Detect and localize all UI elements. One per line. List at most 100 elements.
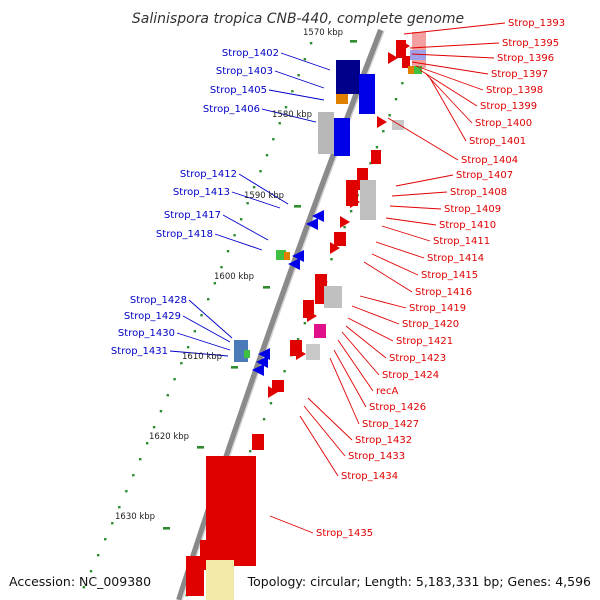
gene-label-strop-1406: Strop_1406 [203,104,260,115]
forward-leader-line [345,325,387,359]
scale-label-1590: 1590 kbp [244,191,284,201]
reverse-gene [334,118,350,156]
reverse-leader-line [261,108,317,123]
tick-mark-outer [388,114,391,117]
gene-label-reca: recA [376,386,399,397]
gene-label-strop-1421: Strop_1421 [396,336,453,347]
gene-label-strop-1411: Strop_1411 [433,236,490,247]
gene-label-strop-1431: Strop_1431 [111,346,168,357]
forward-leader-line [363,261,413,293]
reverse-leader-line [182,315,231,343]
forward-feature-cream [206,560,234,600]
genome-backbone [176,28,384,600]
gene-label-strop-1398: Strop_1398 [486,85,543,96]
gene-label-strop-1427: Strop_1427 [362,419,419,430]
forward-gene [272,380,284,392]
reverse-feature-green [244,350,250,358]
tick-mark-inner [111,522,114,525]
tick-mark-inner [239,218,243,221]
gene-label-strop-1393: Strop_1393 [508,18,565,29]
gene-label-strop-1426: Strop_1426 [369,402,426,413]
forward-gene [334,232,346,246]
scale-labels: 1570 kbp 1580 kbp 1590 kbp 1600 kbp 1610… [115,28,343,522]
tick-mark-outer [330,258,333,261]
major-tick [197,446,204,449]
forward-gene-arrow [340,216,350,228]
forward-leader-line [341,331,380,376]
tick-mark-inner [166,394,169,397]
gene-label-strop-1415: Strop_1415 [421,270,478,281]
forward-leader-line [351,305,400,325]
forward-gene [402,56,410,68]
tick-mark-inner [173,378,176,381]
forward-leader-line [303,405,346,457]
gene-label-strop-1423: Strop_1423 [389,353,446,364]
tick-mark-inner [125,490,128,493]
accession-text: Accession: NC_009380 [9,574,151,589]
tick-mark-inner [200,314,203,317]
forward-leader-line [381,225,431,242]
reverse-leader-line [222,214,269,241]
reverse-feature-orange [336,94,348,104]
reverse-gene-arrow [312,210,324,222]
forward-leader-line [389,205,442,210]
scale-label-1580: 1580 kbp [272,110,312,120]
forward-leader-line [425,73,473,124]
tick-mark-outer [369,162,372,165]
scale-label-1610: 1610 kbp [182,352,222,362]
tick-mark-outer [382,130,385,133]
tick-mark-inner [220,266,223,269]
reverse-leader-line [274,70,325,89]
forward-gene [371,150,381,164]
major-tick [263,286,270,289]
tick-mark-inner [233,234,236,237]
gene-features [186,32,426,600]
reverse-leader-line [231,191,281,209]
forward-leader-line [395,174,454,187]
tick-mark-outer [262,418,266,421]
tick-mark-inner [186,346,190,349]
gene-label-strop-1420: Strop_1420 [402,319,459,330]
forward-leader-line [429,77,467,142]
tick-mark-outer [303,322,307,325]
gene-label-strop-1433: Strop_1433 [348,451,405,462]
gene-label-strop-1424: Strop_1424 [382,370,439,381]
tick-mark-inner [89,570,93,573]
gene-label-strop-1405: Strop_1405 [210,85,267,96]
gene-label-strop-1396: Strop_1396 [497,53,554,64]
forward-gene [186,556,204,596]
gene-label-strop-1419: Strop_1419 [409,303,466,314]
forward-feature-magenta [314,324,326,338]
forward-leader-line [329,357,360,425]
gene-label-strop-1402: Strop_1402 [222,48,279,59]
forward-leader-line [391,191,448,197]
gene-label-strop-1418: Strop_1418 [156,229,213,240]
forward-feature-orange [408,66,414,74]
gene-label-strop-1401: Strop_1401 [469,136,526,147]
gene-label-strop-1416: Strop_1416 [415,287,472,298]
tick-mark-inner [272,138,275,141]
reverse-feature-orange [284,252,290,260]
forward-feature-grey [360,180,376,220]
reverse-leader-line [169,350,229,357]
tick-mark-outer [296,338,300,341]
tick-mark-inner [152,426,156,429]
tick-mark-inner [246,202,249,205]
tick-mark-inner [132,474,135,477]
forward-gene-arrow [268,386,278,398]
reverse-gene-arrow [306,218,318,230]
gene-label-strop-1432: Strop_1432 [355,435,412,446]
tick-mark-outer [375,146,379,149]
forward-gene-arrow [388,52,398,64]
forward-feature-green [414,66,422,74]
forward-leader-line [375,241,425,259]
reverse-leader-line [268,89,325,101]
reverse-gene-labels: Strop_1402 Strop_1403 Strop_1405 Strop_1… [111,48,279,357]
forward-leader-line [347,317,394,342]
tick-mark-inner [193,330,197,333]
forward-leader-line [269,515,314,534]
tick-mark-outer [349,210,353,213]
gene-label-strop-1397: Strop_1397 [491,69,548,80]
